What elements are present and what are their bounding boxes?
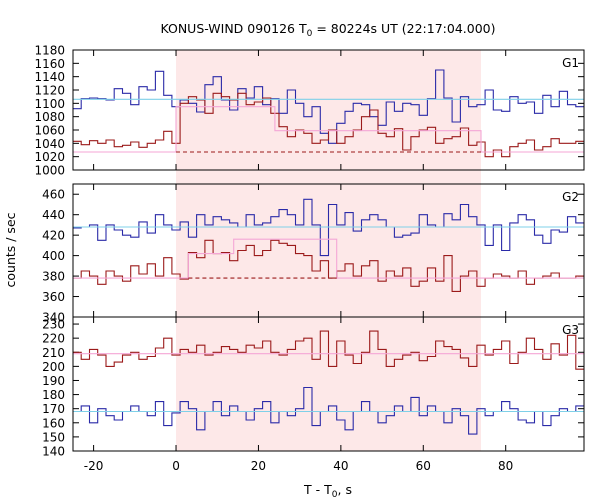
y-tick-label: 360 [42,290,65,304]
panel-label: G1 [562,56,579,70]
y-tick-label: 150 [42,430,65,444]
y-tick-label: 1140 [34,70,65,84]
y-tick-label: 1120 [34,84,65,98]
x-tick-label: 40 [333,459,348,473]
y-tick-label: 1040 [34,137,65,151]
x-tick-label: 20 [251,459,266,473]
y-tick-label: 180 [42,388,65,402]
x-axis-label: T - T0, s [303,482,352,500]
panel-g1: 1000102010401060108011001120114011601180… [34,44,585,178]
y-axis-label: counts / sec [3,212,18,287]
panel-frame [72,49,585,171]
y-tick-label: 1000 [34,164,65,178]
panel-frame [72,316,585,452]
panel-label: G2 [562,190,579,204]
y-tick-label: 170 [42,402,65,416]
series-red-histogram [73,330,584,370]
y-tick-label: 1020 [34,150,65,164]
y-tick-label: 140 [42,445,65,459]
series-red-histogram [73,239,584,292]
y-tick-label: 1160 [34,57,65,71]
chart-title: KONUS-WIND 090126 T0 = 80224s UT (22:17:… [160,21,495,39]
y-tick-label: 420 [42,229,65,243]
x-tick-label: -20 [84,459,104,473]
fit-line-pink [73,238,584,279]
y-tick-label: 1060 [34,124,65,138]
y-tick-label: 380 [42,270,65,284]
y-tick-label: 1180 [34,44,65,58]
x-tick-label: 60 [416,459,431,473]
y-tick-label: 230 [42,318,65,332]
y-tick-label: 340 [42,311,65,325]
y-tick-label: 220 [42,332,65,346]
y-tick-label: 190 [42,374,65,388]
y-tick-label: 1100 [34,97,65,111]
y-tick-label: 200 [42,360,65,374]
x-tick-label: 0 [172,459,180,473]
y-tick-label: 460 [42,188,65,202]
plot-area: 1000102010401060108011001120114011601180… [34,44,585,473]
y-tick-label: 160 [42,416,65,430]
y-tick-label: 400 [42,249,65,263]
series-blue-histogram [73,198,584,257]
y-tick-label: 210 [42,346,65,360]
panel-g2: 340 360 380 400 420 440 460 G2 [42,183,585,325]
y-tick-label: 440 [42,208,65,222]
fit-line-pink [73,106,584,153]
panel-label: G3 [562,323,579,337]
x-tick-label: 80 [498,459,513,473]
y-tick-label: 1080 [34,110,65,124]
